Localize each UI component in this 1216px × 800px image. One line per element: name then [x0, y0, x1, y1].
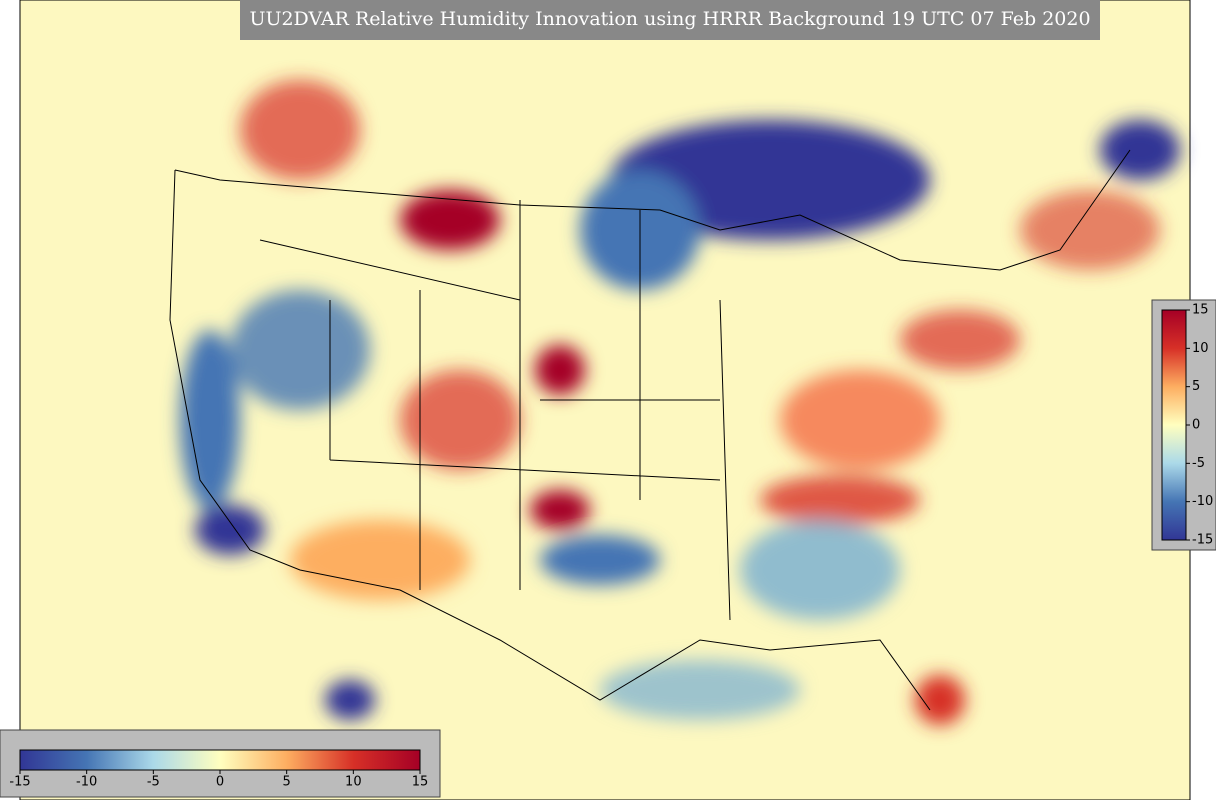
tick-label: 10	[345, 775, 362, 790]
tick-label: -5	[147, 775, 160, 790]
tick-label: 0	[1192, 418, 1200, 433]
tick-label: -15	[1192, 533, 1213, 548]
title: UU2DVAR Relative Humidity Innovation usi…	[249, 8, 1090, 30]
colorbar	[1161, 309, 1187, 541]
tick-label: 0	[216, 775, 224, 790]
tick-label: 15	[412, 775, 429, 790]
tick-label: 5	[283, 775, 291, 790]
tick-label: 5	[1192, 379, 1200, 394]
tick-label: 15	[1192, 303, 1209, 318]
tick-label: -10	[76, 775, 97, 790]
humidity-field	[180, 80, 1180, 725]
tick-label: -5	[1192, 456, 1205, 471]
tick-label: -15	[9, 775, 30, 790]
tick-label: 10	[1192, 341, 1209, 356]
colorbar	[19, 749, 421, 771]
title-box	[240, 0, 1100, 40]
tick-label: -10	[1192, 494, 1213, 509]
borders	[169, 149, 1131, 711]
